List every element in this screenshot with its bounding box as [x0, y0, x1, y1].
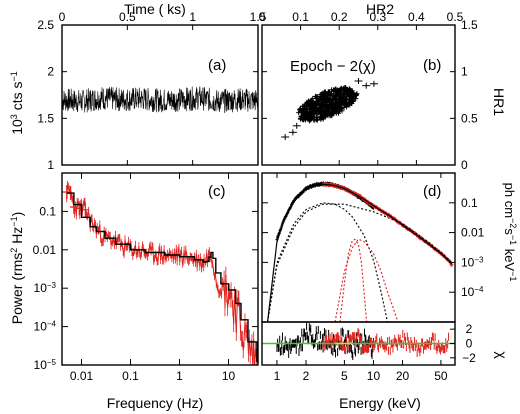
panel-c-frame — [61, 172, 259, 366]
panel-a-lightcurve — [61, 86, 259, 114]
panel-c-xlabel: Frequency (Hz) — [107, 395, 203, 411]
panel-b-xtick-label: 0 — [259, 10, 266, 24]
panel-c-xtick-label: 0.1 — [122, 369, 139, 383]
panel-c-xtick-label: 0.01 — [70, 369, 94, 383]
panel-b-ylabel: HR1 — [491, 88, 507, 116]
panel-d-resid-frame — [261, 321, 456, 366]
panel-c-xtick-label: 1 — [176, 369, 183, 383]
panel-d-xtick-label: 2 — [303, 369, 310, 383]
panel-d-resid-tick-label: −2 — [462, 351, 476, 365]
panel-d-xtick-label: 10 — [367, 369, 381, 383]
panel-b-ytick-label: 0 — [461, 158, 468, 172]
panel-a-xtick-label: 1 — [189, 10, 196, 24]
panel-b-ytick-label: 1.5 — [461, 18, 478, 32]
panel-d-resid-tick-label: 2 — [466, 322, 473, 336]
panel-d-ytick-label: 0.01 — [461, 226, 485, 240]
panel-c-xtick-label: 10 — [222, 369, 236, 383]
panel-d-model — [267, 183, 453, 322]
panel-d-component — [334, 238, 399, 322]
panel-b-xtick-label: 0.3 — [369, 10, 386, 24]
panel-a-ytick-label: 1 — [47, 158, 54, 172]
panel-a-xlabel: Time ( ks) — [124, 1, 186, 17]
panel-c-ytick-label: 10−5 — [34, 358, 57, 373]
panel-c-ytick-label: 10−3 — [34, 281, 57, 296]
panel-b-xtick-label: 0.5 — [447, 10, 464, 24]
panel-b-xlabel: HR2 — [366, 1, 394, 17]
panel-b-frame — [261, 24, 456, 166]
panel-b-xtick-label: 0.2 — [331, 10, 348, 24]
panel-d-resid-tick-label: 0 — [466, 337, 473, 351]
panel-c-ytick-label: 0.01 — [33, 243, 57, 257]
panel-a-ytick-label: 2.5 — [37, 18, 54, 32]
panel-a-tag: (a) — [208, 57, 226, 74]
panel-d-resid-inner — [262, 322, 455, 361]
panel-c-ylabel: Power (rms2 Hz−1) — [9, 212, 25, 325]
panel-a-ylabel: 103 cts s−1 — [9, 71, 25, 135]
panel-d-resid-label: χ — [494, 351, 510, 359]
panel-c-plot: 0.01 0.1 1 10 10−5 10−4 10−3 0.01 0.1 — [33, 172, 259, 383]
panel-d-ylabel: ph cm−2s−1 keV−1 — [502, 183, 518, 282]
panel-c-model — [66, 192, 258, 362]
panel-a-frame — [61, 24, 259, 166]
panel-d-component — [267, 202, 389, 322]
panel-a-xtick-label: 0 — [59, 10, 66, 24]
panel-d-tag: (d) — [423, 183, 441, 200]
panel-d-ytick-label: 0.1 — [461, 196, 478, 210]
panel-c-tag: (c) — [208, 183, 226, 200]
panel-d-xtick-label: 5 — [341, 369, 348, 383]
panel-a-xtick-label: 1.5 — [250, 10, 267, 24]
panel-d-xtick-label: 1 — [274, 369, 281, 383]
panel-b-xtick-label: 0.4 — [408, 10, 425, 24]
panel-b-xtick-label: 0.1 — [292, 10, 309, 24]
panel-d-xtick-label: 20 — [396, 369, 410, 383]
panel-b-plot: 0 0.1 0.2 0.3 0.4 0.5 0 0.5 1 1.5 — [259, 10, 478, 172]
panel-c-ytick-label: 0.1 — [39, 204, 56, 218]
panel-c-ytick-label: 10−4 — [34, 319, 57, 334]
panel-c-inner — [62, 180, 258, 365]
panel-d-ytick-label: 10−4 — [461, 285, 484, 300]
panel-b-ytick-label: 0.5 — [461, 111, 478, 125]
panel-a-xtick-label: 0.5 — [119, 10, 136, 24]
panel-b-tag: (b) — [423, 57, 441, 74]
panel-d-xlabel: Energy (keV) — [339, 395, 421, 411]
panel-a-plot: 0 0.5 1 1.5 1 1.5 2 2.5 — [37, 10, 266, 172]
panel-a-ytick-label: 1.5 — [37, 111, 54, 125]
panel-b-ytick-label: 1 — [461, 65, 468, 79]
panel-b-annotation: Epoch − 2(χ) — [290, 58, 376, 75]
panel-d-xtick-label: 50 — [434, 369, 448, 383]
panel-d-component — [339, 238, 368, 322]
panel-a-ytick-label: 2 — [47, 65, 54, 79]
panel-d-inner — [267, 181, 454, 322]
panel-d-ytick-label: 10−3 — [461, 255, 484, 270]
